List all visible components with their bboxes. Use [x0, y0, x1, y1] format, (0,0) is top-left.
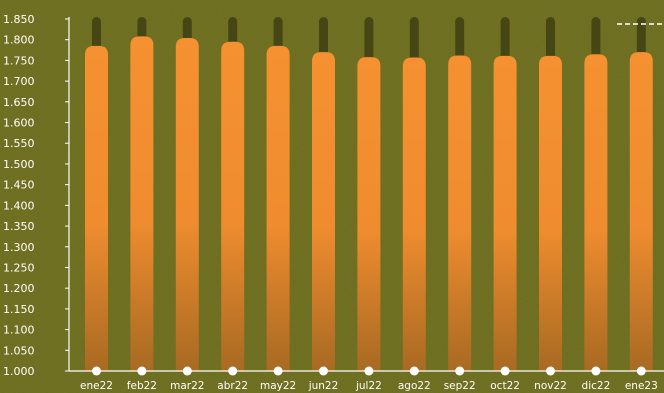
y-tick-label: 1.600	[3, 117, 35, 130]
bar	[130, 36, 154, 371]
y-tick-label: 1.500	[3, 158, 35, 171]
y-tick-label: 1.350	[3, 220, 35, 233]
bar	[448, 55, 472, 371]
bar	[493, 55, 517, 371]
bar	[312, 52, 335, 371]
y-tick-label: 1.450	[3, 179, 35, 192]
y-tick-label: 1.250	[3, 261, 35, 274]
y-tick-label: 1.700	[3, 75, 35, 88]
bar	[402, 57, 426, 371]
bar	[539, 55, 562, 371]
y-tick-label: 1.550	[3, 137, 35, 150]
x-tick-label: may22	[260, 380, 296, 392]
bar	[584, 54, 608, 371]
x-tick-label: ene22	[80, 380, 113, 392]
y-tick-label: 1.400	[3, 199, 35, 212]
bar	[357, 57, 381, 372]
y-tick-label: 1.850	[3, 13, 35, 26]
y-tick-label: 1.100	[3, 324, 35, 337]
y-tick-label: 1.750	[3, 54, 35, 67]
x-tick-label: dic22	[582, 380, 611, 392]
y-tick-label: 1.050	[3, 344, 35, 357]
y-tick-label: 1.650	[3, 96, 35, 109]
y-tick-label: 1.200	[3, 282, 35, 295]
bar	[175, 38, 199, 372]
x-axis-ticks: ene22 feb22 mar22 abr22 may22 jun22 jul22 ago22…	[80, 380, 658, 392]
y-tick-label: 1.150	[3, 303, 35, 316]
y-tick-label: 1.000	[3, 365, 35, 378]
axes	[68, 17, 664, 372]
x-tick-label: ago22	[398, 380, 431, 392]
bar	[221, 41, 245, 372]
x-tick-label: sep22	[444, 380, 476, 392]
x-tick-label: abr22	[217, 380, 248, 392]
bar	[266, 45, 290, 371]
bar	[85, 45, 108, 371]
x-tick-label: jun22	[308, 380, 339, 392]
x-tick-label: mar22	[170, 380, 204, 392]
bars	[85, 36, 653, 376]
x-tick-label: ene23	[625, 380, 658, 392]
x-tick-label: nov22	[534, 380, 567, 392]
x-tick-label: jul22	[355, 380, 382, 392]
y-tick-label: 1.300	[3, 241, 35, 254]
bar	[629, 52, 653, 371]
x-tick-label: oct22	[490, 380, 520, 392]
y-axis-ticks: 1.000 1.050 1.100 1.150 1.200 1.250 1.300 1.350…	[3, 13, 69, 378]
x-tick-label: feb22	[127, 380, 157, 392]
y-tick-label: 1.800	[3, 34, 35, 47]
